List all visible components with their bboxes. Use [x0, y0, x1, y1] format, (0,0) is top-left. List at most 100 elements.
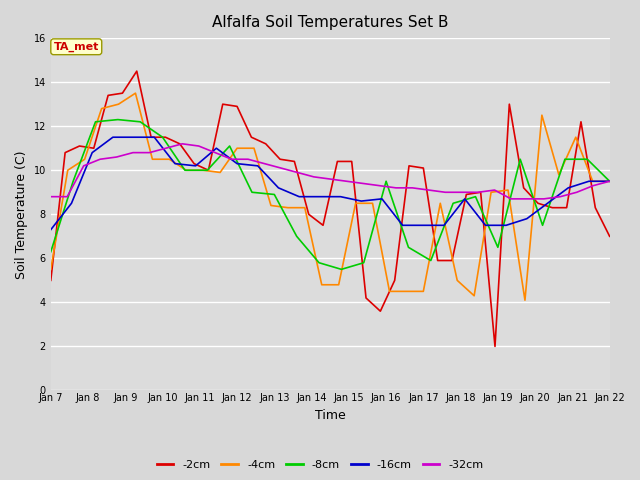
-4cm [284, 205, 292, 211]
-16cm [88, 150, 96, 156]
-32cm [113, 154, 120, 160]
-4cm [538, 112, 546, 118]
-16cm [419, 222, 427, 228]
-4cm [555, 172, 563, 178]
-16cm [606, 179, 614, 184]
-32cm [392, 185, 400, 191]
-16cm [254, 163, 262, 168]
-4cm [403, 288, 410, 294]
-32cm [80, 163, 88, 168]
-2cm [161, 134, 169, 140]
-32cm [524, 196, 531, 202]
-2cm [219, 101, 227, 107]
-2cm [434, 258, 442, 264]
Line: -2cm: -2cm [51, 71, 610, 347]
-4cm [504, 187, 512, 193]
-8cm [226, 143, 234, 149]
-4cm [233, 145, 241, 151]
-16cm [316, 194, 324, 200]
-4cm [436, 200, 444, 206]
-4cm [98, 106, 106, 111]
-2cm [104, 93, 112, 98]
-2cm [463, 192, 470, 197]
-8cm [114, 117, 122, 122]
-32cm [63, 194, 71, 200]
-32cm [507, 196, 515, 202]
-4cm [521, 297, 529, 303]
-2cm [333, 158, 341, 164]
-4cm [267, 203, 275, 208]
Line: -32cm: -32cm [51, 144, 610, 199]
-4cm [216, 169, 224, 175]
-32cm [474, 190, 482, 195]
-4cm [182, 168, 190, 173]
-2cm [147, 134, 155, 140]
-4cm [47, 266, 54, 272]
-32cm [195, 143, 202, 149]
-8cm [69, 179, 77, 184]
-4cm [166, 156, 173, 162]
-2cm [47, 277, 54, 283]
-32cm [343, 179, 351, 184]
-2cm [176, 141, 184, 147]
-16cm [544, 200, 552, 206]
-2cm [362, 295, 370, 301]
-32cm [408, 185, 416, 191]
-16cm [275, 185, 282, 191]
-4cm [589, 179, 596, 184]
-2cm [563, 205, 570, 211]
-2cm [61, 150, 69, 156]
-32cm [162, 145, 170, 151]
-32cm [47, 194, 54, 200]
-4cm [132, 90, 140, 96]
-4cm [572, 134, 580, 140]
-8cm [584, 156, 591, 162]
-2cm [405, 163, 413, 168]
-2cm [391, 277, 399, 283]
-2cm [606, 233, 614, 239]
-8cm [427, 258, 435, 264]
Line: -8cm: -8cm [51, 120, 610, 269]
-32cm [96, 156, 104, 162]
-32cm [310, 174, 317, 180]
-2cm [305, 211, 312, 217]
-2cm [90, 145, 98, 151]
-16cm [47, 227, 54, 233]
-16cm [192, 163, 200, 168]
-8cm [516, 156, 524, 162]
-32cm [425, 187, 433, 193]
-32cm [606, 179, 614, 184]
-4cm [453, 277, 461, 283]
-32cm [260, 161, 268, 167]
-8cm [360, 260, 367, 265]
-2cm [233, 104, 241, 109]
-2cm [591, 205, 599, 211]
-16cm [233, 161, 241, 167]
-32cm [179, 141, 186, 147]
-4cm [250, 145, 258, 151]
-4cm [301, 205, 308, 211]
-2cm [291, 158, 298, 164]
-16cm [150, 134, 158, 140]
Line: -16cm: -16cm [51, 137, 610, 230]
-32cm [326, 176, 334, 182]
Line: -4cm: -4cm [51, 93, 610, 300]
-4cm [369, 200, 376, 206]
-32cm [244, 156, 252, 162]
Title: Alfalfa Soil Temperatures Set B: Alfalfa Soil Temperatures Set B [212, 15, 449, 30]
-8cm [472, 194, 479, 200]
-2cm [419, 165, 427, 171]
-16cm [440, 222, 448, 228]
Text: TA_met: TA_met [54, 42, 99, 52]
-2cm [477, 190, 484, 195]
-32cm [491, 187, 499, 193]
-2cm [319, 222, 327, 228]
-8cm [315, 260, 323, 265]
-2cm [190, 161, 198, 167]
-8cm [47, 249, 54, 254]
-8cm [293, 233, 301, 239]
-2cm [491, 344, 499, 349]
-4cm [81, 156, 88, 162]
-4cm [470, 293, 478, 299]
-4cm [318, 282, 326, 288]
